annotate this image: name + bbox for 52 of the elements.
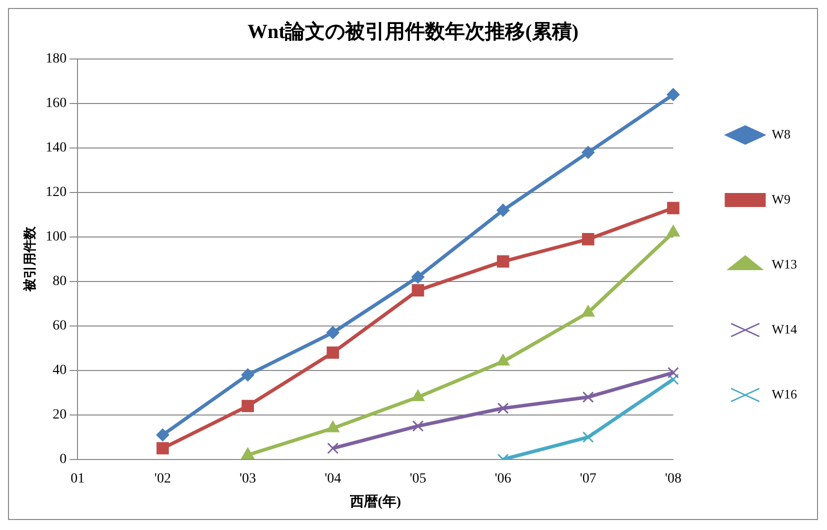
x-tick-label: '08 bbox=[664, 471, 682, 486]
x-axis-title: 西暦(年) bbox=[348, 494, 402, 510]
point bbox=[326, 326, 340, 340]
chart-title: Wnt論文の被引用件数年次推移(累積) bbox=[247, 20, 579, 44]
y-tick-label: 20 bbox=[52, 408, 67, 423]
point bbox=[156, 428, 170, 442]
point bbox=[496, 255, 510, 268]
point bbox=[241, 368, 254, 382]
y-tick-label: 160 bbox=[46, 96, 67, 112]
point bbox=[411, 270, 424, 284]
point bbox=[326, 346, 340, 359]
point bbox=[582, 391, 594, 403]
y-axis-title: 被引用件数 bbox=[22, 226, 38, 293]
y-tick-label: 40 bbox=[52, 363, 67, 378]
point bbox=[411, 390, 425, 402]
legend-label: W13 bbox=[772, 256, 798, 272]
point bbox=[582, 233, 594, 246]
point bbox=[326, 420, 340, 432]
y-tick-label: 80 bbox=[52, 274, 67, 290]
point bbox=[667, 202, 680, 214]
y-tick-label: 0 bbox=[60, 452, 67, 468]
point bbox=[412, 420, 424, 432]
y-tick-label: 60 bbox=[52, 318, 67, 334]
y-tick-label: 100 bbox=[46, 230, 67, 245]
point bbox=[582, 146, 595, 159]
point bbox=[668, 374, 679, 386]
point bbox=[412, 284, 424, 296]
point bbox=[327, 442, 339, 454]
legend-label: W8 bbox=[772, 126, 791, 142]
x-tick-label: '03 bbox=[240, 471, 256, 486]
legend-label: W9 bbox=[772, 191, 791, 206]
point bbox=[582, 305, 595, 317]
point bbox=[666, 225, 680, 237]
point bbox=[582, 431, 594, 443]
point bbox=[666, 88, 680, 102]
legend-label: W14 bbox=[772, 321, 798, 336]
point bbox=[497, 402, 509, 414]
point bbox=[156, 442, 169, 454]
legend-label: W16 bbox=[772, 386, 798, 402]
x-tick-label: '05 bbox=[410, 471, 426, 486]
point bbox=[496, 354, 510, 366]
x-tick-label: 01 bbox=[70, 471, 85, 486]
x-tick-label: '07 bbox=[580, 471, 596, 486]
x-tick-label: '02 bbox=[154, 471, 171, 486]
point bbox=[242, 400, 254, 412]
point bbox=[496, 204, 510, 217]
x-tick-label: '04 bbox=[324, 471, 342, 486]
y-tick-label: 140 bbox=[46, 140, 67, 156]
x-tick-label: '06 bbox=[494, 471, 512, 486]
point bbox=[668, 366, 679, 378]
y-tick-label: 180 bbox=[46, 52, 67, 67]
y-tick-label: 120 bbox=[46, 185, 67, 200]
